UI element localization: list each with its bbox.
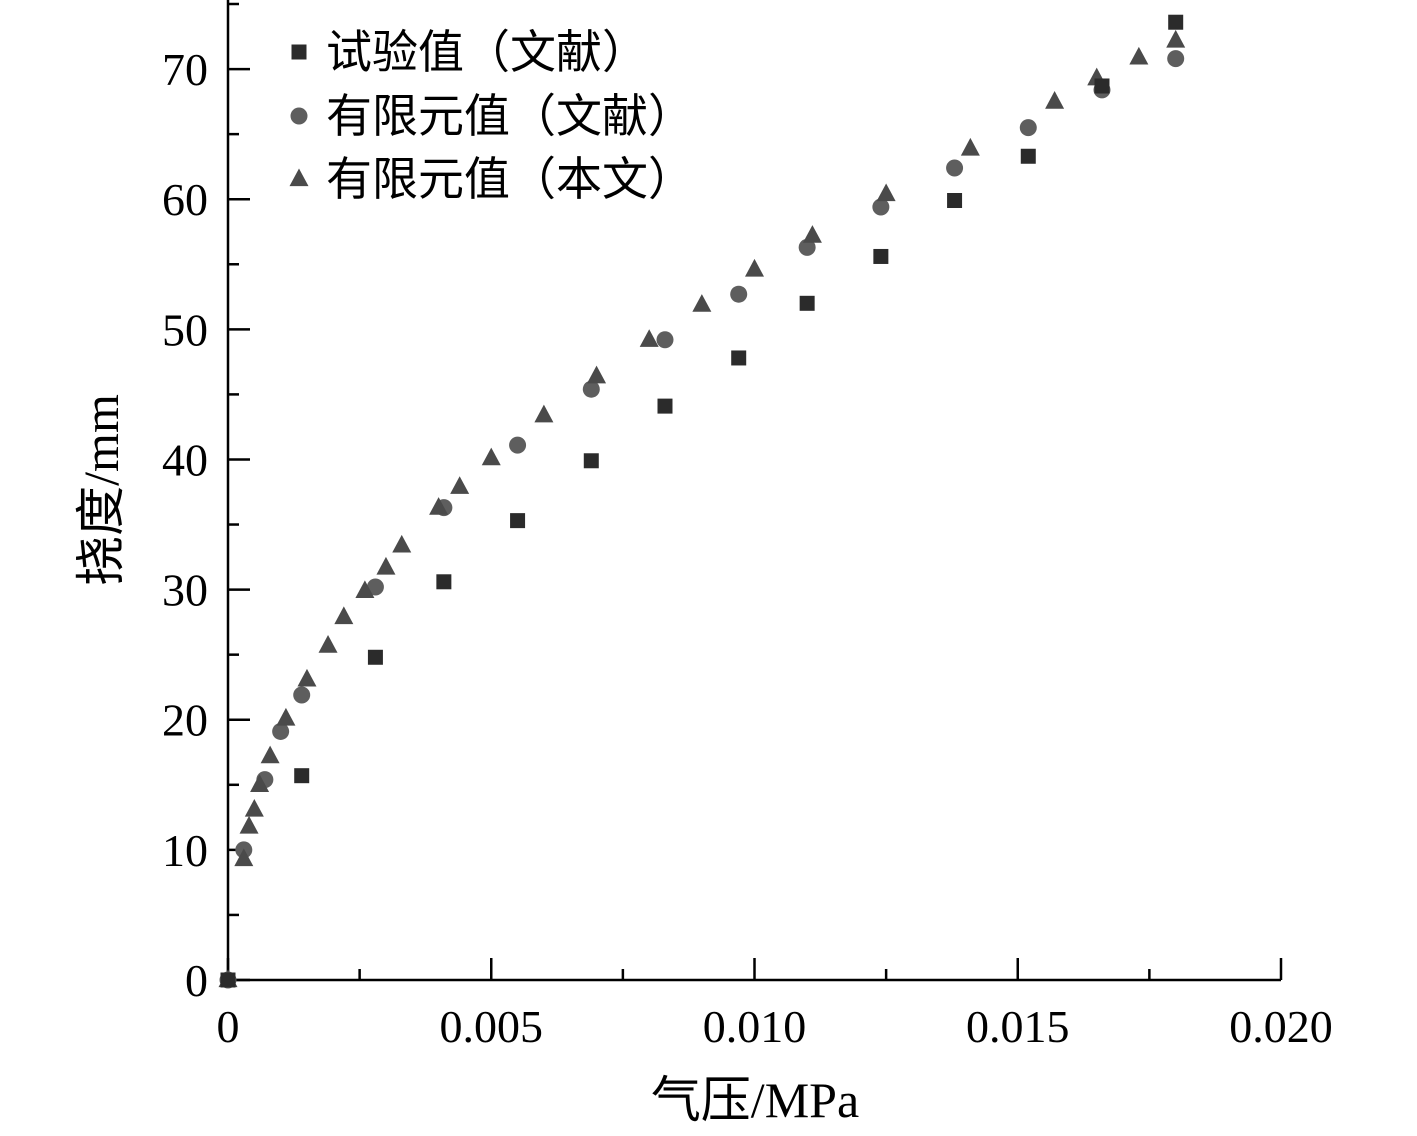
- data-point-square: [731, 350, 747, 366]
- data-point-square: [583, 453, 599, 469]
- data-point-square: [220, 972, 236, 988]
- y-tick-label: 30: [162, 565, 208, 616]
- series-square: [220, 14, 1184, 988]
- data-point-square: [510, 513, 526, 529]
- y-tick-label: 50: [162, 304, 208, 355]
- legend-marker-square: [291, 44, 307, 60]
- y-tick-label: 20: [162, 695, 208, 746]
- data-point-circle: [656, 331, 674, 349]
- legend-marker-circle: [290, 107, 308, 125]
- legend-marker-triangle: [289, 168, 309, 187]
- data-point-triangle: [587, 365, 607, 384]
- data-point-square: [947, 193, 963, 209]
- data-point-triangle: [534, 404, 554, 423]
- y-axis-title: 挠度/mm: [73, 394, 129, 586]
- legend-item: 有限元值（本文）: [289, 154, 694, 205]
- data-point-square: [1094, 78, 1110, 94]
- x-tick-label: 0.015: [966, 1001, 1070, 1052]
- data-point-circle: [946, 159, 964, 177]
- data-point-square: [799, 295, 815, 311]
- data-point-square: [1168, 14, 1184, 30]
- data-point-triangle: [276, 707, 296, 726]
- x-tick-label: 0.005: [440, 1001, 544, 1052]
- legend-item: 有限元值（文献）: [290, 91, 694, 142]
- data-point-circle: [272, 722, 290, 740]
- data-point-triangle: [318, 635, 338, 653]
- data-point-triangle: [1129, 46, 1149, 65]
- data-point-circle: [293, 686, 311, 704]
- data-point-triangle: [334, 606, 354, 625]
- data-point-triangle: [392, 534, 412, 553]
- data-point-triangle: [376, 556, 396, 575]
- x-axis-title: 气压/MPa: [651, 1072, 859, 1128]
- data-point-triangle: [234, 848, 254, 867]
- data-point-triangle: [960, 137, 980, 156]
- data-point-square: [436, 574, 452, 590]
- x-tick-label: 0: [217, 1001, 240, 1052]
- y-tick-label: 0: [185, 955, 208, 1006]
- legend: 试验值（文献） 有限元值（文献） 有限元值（本文）: [289, 27, 694, 205]
- data-point-triangle: [692, 294, 712, 312]
- data-point-circle: [366, 578, 384, 596]
- data-point-circle: [1167, 50, 1185, 68]
- plot-area: 0 0.005 0.010 0.015 0.020 0 10 20 30 40 50 60 70 气压/M…: [73, 0, 1333, 1128]
- data-point-triangle: [244, 798, 264, 817]
- data-point-triangle: [639, 329, 659, 347]
- legend-label: 有限元值（本文）: [326, 154, 694, 205]
- data-point-circle: [872, 198, 890, 216]
- legend-label: 试验值（文献）: [326, 27, 648, 78]
- data-point-circle: [730, 285, 748, 303]
- data-point-circle: [509, 436, 527, 454]
- data-point-square: [1020, 148, 1036, 164]
- legend-item: 试验值（文献）: [291, 27, 648, 78]
- data-point-triangle: [450, 476, 470, 494]
- data-point-triangle: [1045, 91, 1065, 109]
- x-tick-label: 0.010: [703, 1001, 807, 1052]
- data-point-triangle: [239, 815, 259, 834]
- data-point-triangle: [250, 774, 270, 792]
- y-tick-label: 40: [162, 434, 208, 485]
- data-point-square: [367, 649, 383, 665]
- data-point-square: [294, 768, 310, 784]
- data-point-circle: [798, 238, 816, 256]
- data-point-triangle: [355, 580, 375, 599]
- data-point-triangle: [876, 183, 896, 202]
- y-tick-label: 70: [162, 44, 208, 95]
- data-point-triangle: [745, 258, 764, 277]
- legend-label: 有限元值（文献）: [326, 91, 694, 142]
- y-tick-label: 60: [162, 174, 208, 225]
- data-point-triangle: [481, 447, 501, 466]
- data-point-triangle: [297, 668, 317, 687]
- data-point-triangle: [260, 745, 280, 764]
- data-point-triangle: [1166, 29, 1186, 48]
- x-tick-label: 0.020: [1229, 1001, 1333, 1052]
- y-tick-label: 10: [162, 825, 208, 876]
- data-point-square: [873, 248, 889, 264]
- data-point-circle: [1019, 119, 1037, 137]
- data-point-triangle: [802, 225, 822, 243]
- data-point-circle: [582, 380, 600, 398]
- data-point-square: [657, 398, 673, 414]
- data-point-triangle: [429, 497, 449, 515]
